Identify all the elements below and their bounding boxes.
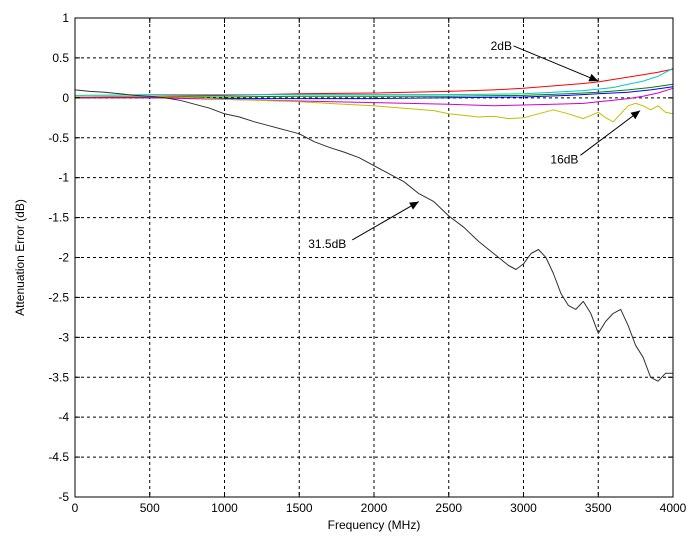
series-line-3	[74, 83, 674, 99]
x-tick-label: 3000	[510, 501, 537, 515]
y-axis-label: Attenuation Error (dB)	[13, 199, 27, 316]
y-tick-label: -4	[58, 410, 69, 424]
y-tick-label: 1	[62, 11, 69, 25]
y-tick-label: -2	[58, 251, 69, 265]
y-tick-label: -1	[58, 171, 69, 185]
series-line-2	[74, 67, 674, 96]
y-axis-ticks: -5 -4.5 -4 -3.5 -3 -2.5 -2 -1.5 -1 -0.5 0 0.5 1	[48, 11, 673, 504]
x-tick-label: 2000	[361, 501, 388, 515]
annotation-arrow-line	[513, 45, 599, 82]
y-tick-label: -0.5	[48, 131, 69, 145]
x-axis-ticks: 0 500 1000 1500 2000 2500 3000 3500 4000	[72, 18, 687, 515]
y-tick-label: 0	[62, 91, 69, 105]
grid-lines	[75, 18, 673, 497]
annotation-label: 31.5dB	[308, 237, 346, 251]
x-axis-label: Frequency (MHz)	[328, 518, 421, 532]
x-tick-label: 2500	[435, 501, 462, 515]
x-tick-label: 500	[140, 501, 160, 515]
annotation-label: 16dB	[550, 152, 578, 166]
y-tick-label: -2.5	[48, 290, 69, 304]
x-tick-label: 1500	[286, 501, 313, 515]
annotation-arrow-head	[409, 201, 419, 210]
y-tick-label: -3.5	[48, 370, 69, 384]
series-line-7	[74, 89, 673, 382]
plot-frame	[74, 17, 674, 498]
y-tick-label: -4.5	[48, 450, 69, 464]
annotation-arrow-line	[580, 110, 641, 156]
x-tick-label: 3500	[585, 501, 612, 515]
y-tick-label: -5	[58, 490, 69, 504]
annotation-arrow-line	[351, 201, 420, 241]
y-tick-label: 0.5	[52, 51, 69, 65]
annotation-label: 2dB	[491, 39, 512, 53]
x-tick-label: 4000	[660, 501, 687, 515]
annotations: 2dB 16dB 31.5dB	[308, 39, 641, 251]
y-tick-label: -1.5	[48, 211, 69, 225]
annotation-arrow-head	[588, 73, 599, 82]
series-lines	[74, 67, 674, 382]
x-tick-label: 1000	[211, 501, 238, 515]
x-tick-label: 0	[72, 501, 79, 515]
series-line-6	[75, 95, 674, 123]
annotation-arrow-head	[630, 110, 641, 120]
y-tick-label: -3	[58, 330, 69, 344]
